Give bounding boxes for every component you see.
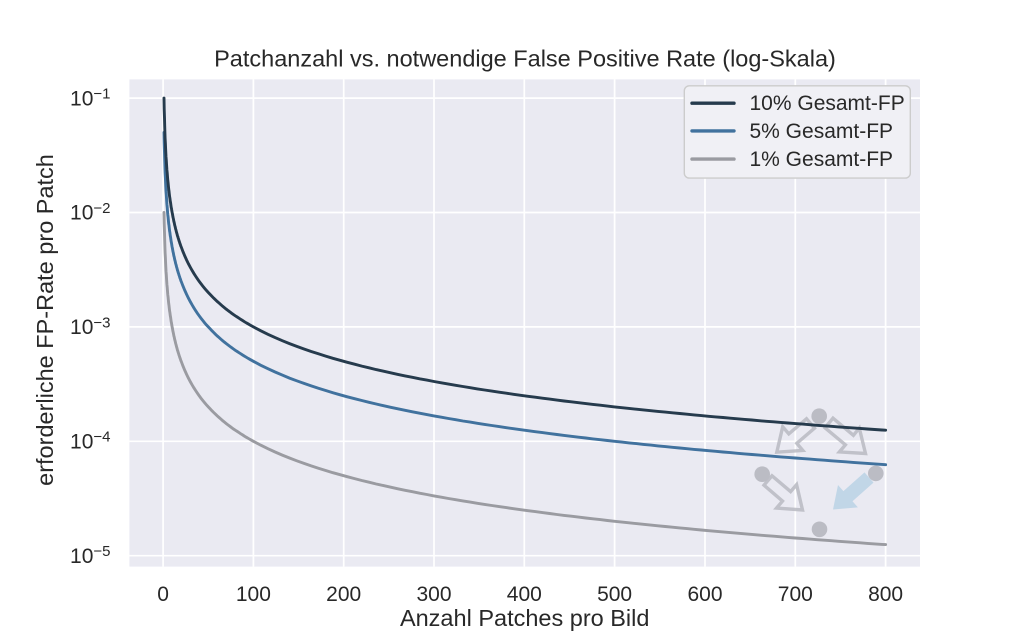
svg-text:700: 700 — [778, 583, 813, 606]
svg-text:600: 600 — [687, 583, 722, 606]
svg-text:200: 200 — [326, 583, 361, 606]
svg-text:500: 500 — [597, 583, 632, 606]
svg-text:1% Gesamt-FP: 1% Gesamt-FP — [750, 148, 894, 171]
svg-text:100: 100 — [236, 583, 271, 606]
svg-text:400: 400 — [507, 583, 542, 606]
svg-text:10% Gesamt-FP: 10% Gesamt-FP — [750, 92, 905, 115]
svg-text:Anzahl Patches pro Bild: Anzahl Patches pro Bild — [400, 605, 650, 631]
svg-text:erforderliche FP-Rate pro Patc: erforderliche FP-Rate pro Patch — [32, 154, 58, 486]
svg-text:800: 800 — [868, 583, 903, 606]
svg-text:Patchanzahl vs. notwendige Fal: Patchanzahl vs. notwendige False Positiv… — [214, 45, 836, 71]
svg-text:0: 0 — [157, 583, 169, 606]
svg-text:5% Gesamt-FP: 5% Gesamt-FP — [750, 120, 894, 143]
svg-text:300: 300 — [416, 583, 451, 606]
